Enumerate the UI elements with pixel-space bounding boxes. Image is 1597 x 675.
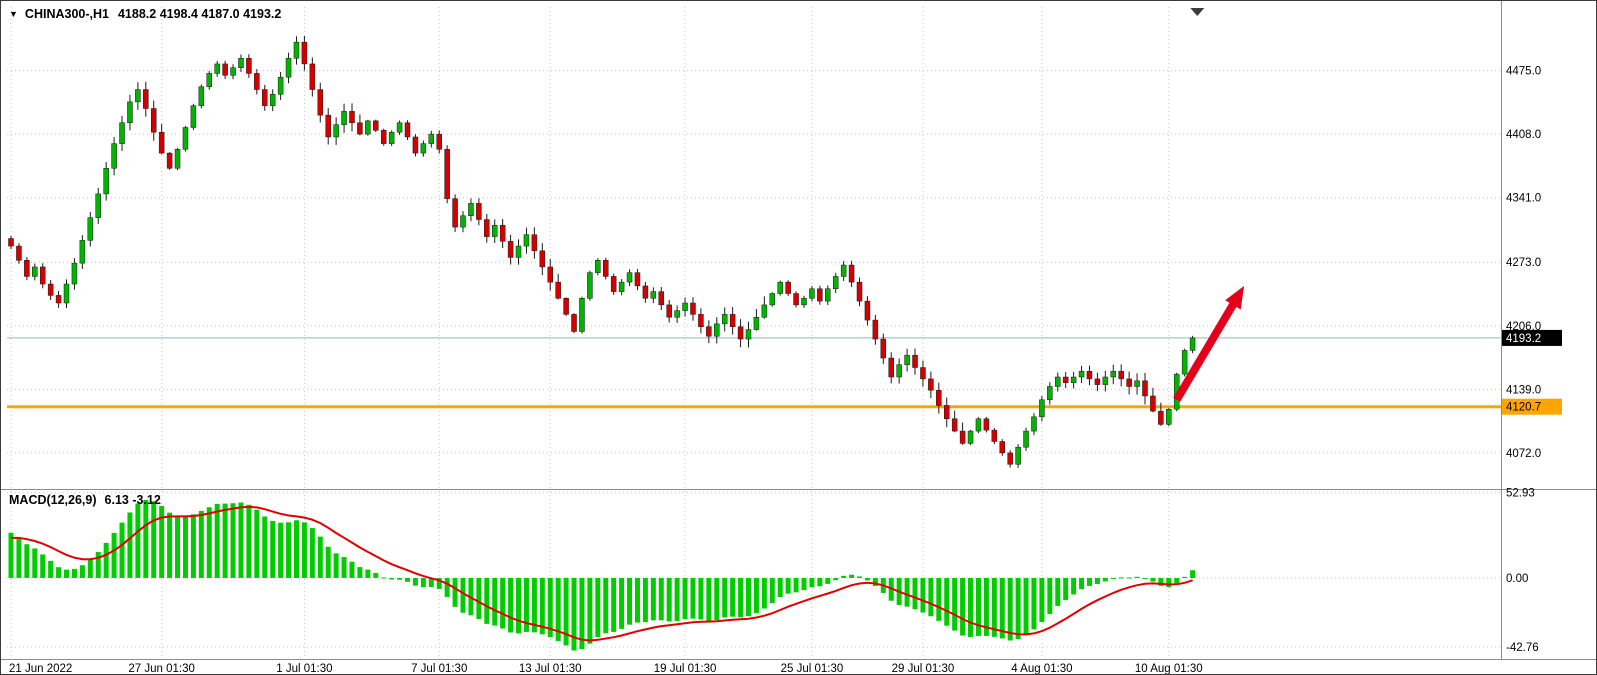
- chart-shift-marker[interactable]: [1190, 8, 1205, 16]
- ohlc-values: 4188.2 4198.4 4187.0 4193.2: [117, 7, 282, 21]
- macd-indicator-name: MACD(12,26,9): [9, 493, 97, 507]
- svg-text:0.00: 0.00: [1506, 573, 1528, 585]
- macd-signal-line: [11, 505, 1193, 642]
- symbol-dropdown-icon[interactable]: ▼: [9, 8, 18, 19]
- svg-text:10 Aug 01:30: 10 Aug 01:30: [1135, 663, 1203, 675]
- svg-text:19 Jul 01:30: 19 Jul 01:30: [654, 663, 717, 675]
- svg-text:4193.2: 4193.2: [1506, 333, 1541, 345]
- chart-header: ▼ CHINA300-,H1 4188.2 4198.4 4187.0 4193…: [9, 7, 281, 21]
- svg-text:4408.0: 4408.0: [1506, 129, 1541, 141]
- svg-text:52.93: 52.93: [1506, 488, 1535, 500]
- macd-histogram: [8, 499, 1196, 651]
- svg-text:-42.76: -42.76: [1506, 642, 1539, 654]
- macd-axis[interactable]: 52.93 0.00 -42.76: [1506, 488, 1539, 654]
- time-axis[interactable]: 21 Jun 2022 27 Jun 01:30 1 Jul 01:30 7 Jul …: [9, 663, 1203, 675]
- macd-indicator-values: 6.13 -3.12: [104, 493, 161, 507]
- price-axis[interactable]: 4475.0 4408.0 4341.0 4273.0 4206.0 4139.0 4072…: [1506, 66, 1541, 460]
- svg-text:13 Jul 01:30: 13 Jul 01:30: [519, 663, 582, 675]
- support-line-badge[interactable]: 4120.7: [1502, 398, 1562, 415]
- svg-text:29 Jul 01:30: 29 Jul 01:30: [892, 663, 955, 675]
- svg-text:4206.0: 4206.0: [1506, 321, 1541, 333]
- svg-text:21 Jun 2022: 21 Jun 2022: [9, 663, 72, 675]
- macd-indicator-header: MACD(12,26,9) 6.13 -3.12: [9, 493, 161, 507]
- svg-text:27 Jun 01:30: 27 Jun 01:30: [128, 663, 195, 675]
- current-price-badge: 4193.2: [1502, 329, 1562, 346]
- svg-text:1 Jul 01:30: 1 Jul 01:30: [276, 663, 332, 675]
- svg-text:25 Jul 01:30: 25 Jul 01:30: [781, 663, 844, 675]
- svg-text:4341.0: 4341.0: [1506, 193, 1541, 205]
- candles-layer: [8, 35, 1196, 468]
- svg-text:4 Aug 01:30: 4 Aug 01:30: [1011, 663, 1072, 675]
- trend-arrow-annotation[interactable]: [1173, 285, 1245, 402]
- svg-text:4273.0: 4273.0: [1506, 257, 1541, 269]
- svg-text:7 Jul 01:30: 7 Jul 01:30: [411, 663, 467, 675]
- svg-text:4475.0: 4475.0: [1506, 66, 1541, 78]
- svg-text:4120.7: 4120.7: [1506, 402, 1541, 414]
- svg-text:4072.0: 4072.0: [1506, 448, 1541, 460]
- symbol-period-label: CHINA300-,H1: [24, 7, 109, 21]
- svg-text:4139.0: 4139.0: [1506, 384, 1541, 396]
